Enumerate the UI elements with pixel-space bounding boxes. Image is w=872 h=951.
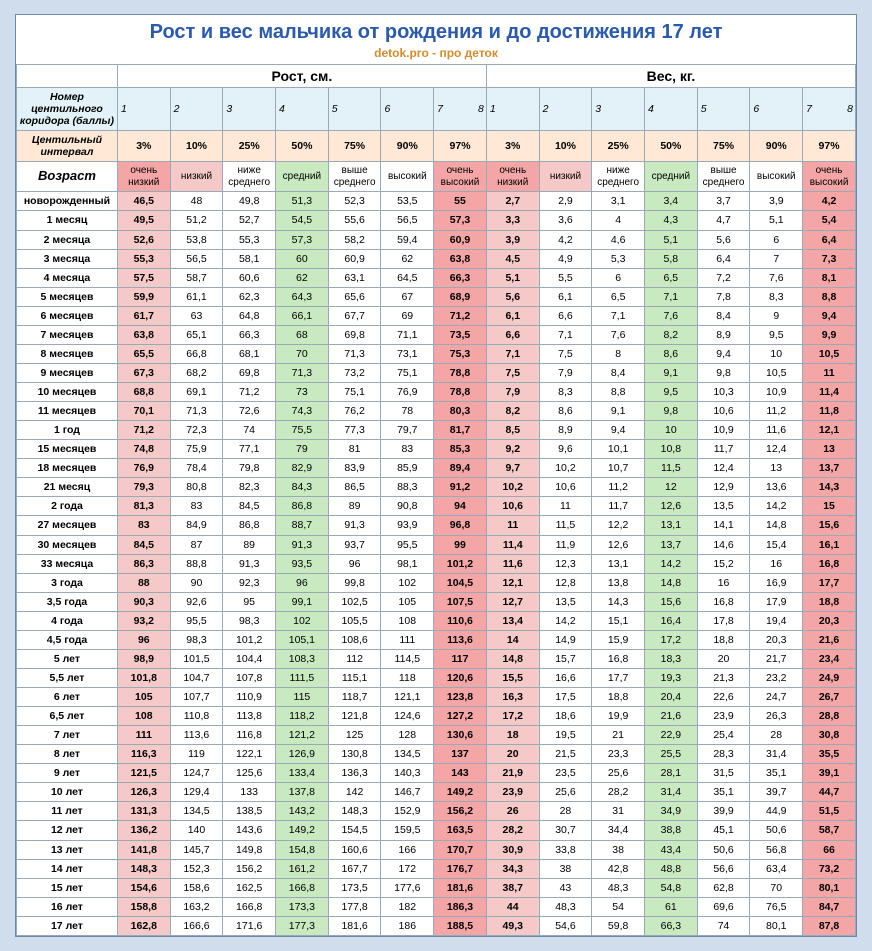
table-row: 5,5 лет101,8104,7107,8111,5115,1118120,6…: [17, 668, 856, 687]
page-title: Рост и вес мальчика от рождения и до дос…: [16, 15, 856, 46]
table-row: 10 лет126,3129,4133137,8142146,7149,223,…: [17, 783, 856, 802]
table-row: 1 год71,272,37475,577,379,781,78,58,99,4…: [17, 421, 856, 440]
table-row: 17 лет162,8166,6171,6177,3181,6186188,54…: [17, 916, 856, 935]
table-row: 4 месяца57,558,760,66263,164,566,35,15,5…: [17, 268, 856, 287]
table-row: 1 месяц49,551,252,754,555,656,557,33,33,…: [17, 211, 856, 230]
table-row: 9 месяцев67,368,269,871,373,275,178,87,5…: [17, 363, 856, 382]
table-row: 7 лет111113,6116,8121,2125128130,61819,5…: [17, 726, 856, 745]
table-row: 11 месяцев70,171,372,674,376,27880,38,28…: [17, 402, 856, 421]
table-row: 6 месяцев61,76364,866,167,76971,26,16,67…: [17, 306, 856, 325]
table-row: 15 лет154,6158,6162,5166,8173,5177,6181,…: [17, 878, 856, 897]
table-row: новорожденный46,54849,851,352,353,5552,7…: [17, 192, 856, 211]
table-row: 13 лет141,8145,7149,8154,8160,6166170,73…: [17, 840, 856, 859]
table-row: 3,5 года90,392,69599,1102,5105107,512,71…: [17, 592, 856, 611]
growth-chart-container: Рост и вес мальчика от рождения и до дос…: [15, 14, 857, 937]
table-row: 2 года81,38384,586,88990,89410,61111,712…: [17, 497, 856, 516]
section-weight: Вес, кг.: [486, 65, 855, 88]
table-row: 6,5 лет108110,8113,8118,2121,8124,6127,2…: [17, 707, 856, 726]
table-row: 8 лет116,3119122,1126,9130,8134,51372021…: [17, 745, 856, 764]
table-row: 9 лет121,5124,7125,6133,4136,3140,314321…: [17, 764, 856, 783]
table-row: 4,5 года9698,3101,2105,1108,6111113,6141…: [17, 630, 856, 649]
table-row: 8 месяцев65,566,868,17071,373,175,37,17,…: [17, 344, 856, 363]
section-height: Рост, см.: [117, 65, 486, 88]
table-row: 3 года889092,39699,8102104,512,112,813,8…: [17, 573, 856, 592]
table-row: 3 месяца55,356,558,16060,96263,84,54,95,…: [17, 249, 856, 268]
table-row: 11 лет131,3134,5138,5143,2148,3152,9156,…: [17, 802, 856, 821]
age-header: Возраст: [17, 162, 118, 192]
table-row: 16 лет158,8163,2166,8173,3177,8182186,34…: [17, 897, 856, 916]
page-subtitle: detok.pro - про деток: [16, 46, 856, 64]
growth-table: Рост, см.Вес, кг. Номер центильного корид…: [16, 64, 856, 936]
centile-label: Центильный интервал: [17, 131, 118, 162]
table-row: 21 месяц79,380,882,384,386,588,391,210,2…: [17, 478, 856, 497]
table-row: 6 лет105107,7110,9115118,7121,1123,816,3…: [17, 688, 856, 707]
table-row: 7 месяцев63,865,166,36869,871,173,56,67,…: [17, 325, 856, 344]
table-row: 2 месяца52,653,855,357,358,259,460,93,94…: [17, 230, 856, 249]
table-row: 18 месяцев76,978,479,882,983,985,989,49,…: [17, 459, 856, 478]
table-row: 4 года93,295,598,3102105,5108110,613,414…: [17, 611, 856, 630]
table-row: 5 месяцев59,961,162,364,365,66768,95,66,…: [17, 287, 856, 306]
table-row: 14 лет148,3152,3156,2161,2167,7172176,73…: [17, 859, 856, 878]
table-row: 30 месяцев84,5878991,393,795,59911,411,9…: [17, 535, 856, 554]
corridor-label: Номер центильного коридора (баллы): [17, 88, 118, 131]
table-row: 15 месяцев74,875,977,179818385,39,29,610…: [17, 440, 856, 459]
table-row: 12 лет136,2140143,6149,2154,5159,5163,52…: [17, 821, 856, 840]
table-row: 27 месяцев8384,986,888,791,393,996,81111…: [17, 516, 856, 535]
table-row: 33 месяца86,388,891,393,59698,1101,211,6…: [17, 554, 856, 573]
table-row: 10 месяцев68,869,171,27375,176,978,87,98…: [17, 383, 856, 402]
table-row: 5 лет98,9101,5104,4108,3112114,511714,81…: [17, 649, 856, 668]
